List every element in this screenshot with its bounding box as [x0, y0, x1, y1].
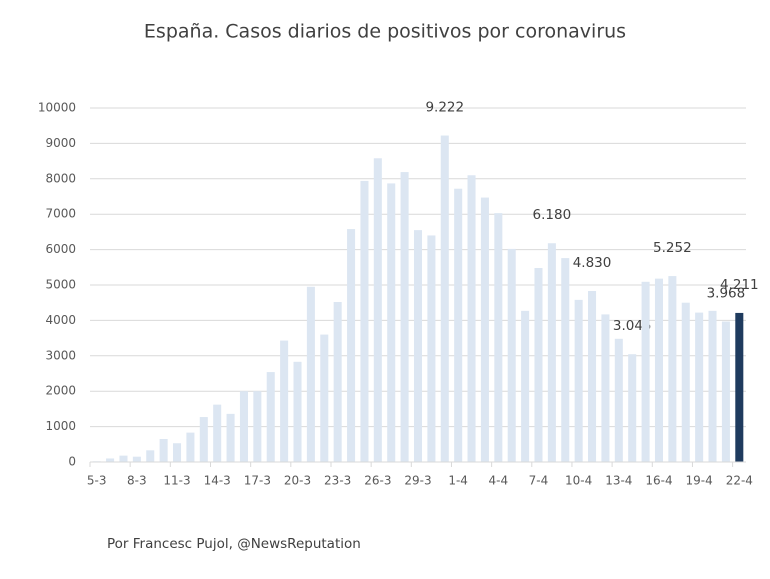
bar [119, 455, 128, 462]
x-tick-label: 5-3 [87, 474, 107, 488]
bar [413, 230, 423, 462]
value-label: 5.252 [653, 240, 692, 256]
y-tick-label: 8000 [45, 171, 76, 185]
source: Por Francesc Pujol, @NewsReputation [107, 536, 361, 552]
bar [480, 197, 489, 462]
chart-title: España. Casos diarios de positivos por c… [144, 21, 626, 43]
bar [561, 258, 570, 462]
bar [253, 391, 262, 462]
y-tick-label: 0 [68, 455, 76, 469]
bar [708, 310, 717, 462]
bar [347, 229, 356, 462]
bar [239, 391, 248, 462]
y-tick-label: 6000 [45, 242, 76, 256]
x-tick-label: 26-3 [364, 474, 391, 488]
y-tick-label: 9000 [45, 136, 76, 150]
bar [641, 281, 650, 462]
bar [146, 450, 155, 462]
bar [306, 286, 315, 462]
bar [614, 338, 623, 462]
x-tick-label: 17-3 [244, 474, 271, 488]
y-tick-label: 3000 [45, 348, 76, 362]
bar [735, 312, 744, 462]
bar [668, 276, 677, 462]
x-tick-label: 23-3 [324, 474, 351, 488]
bar [695, 312, 704, 462]
bar [440, 135, 449, 462]
bar [654, 278, 663, 462]
y-tick-label: 1000 [45, 419, 76, 433]
x-tick-label: 4-4 [489, 474, 509, 488]
x-tick-label: 19-4 [686, 474, 713, 488]
value-label: 4.830 [573, 255, 612, 271]
bar [534, 268, 543, 462]
x-tick-label: 7-4 [529, 474, 549, 488]
x-tick-label: 20-3 [284, 474, 311, 488]
value-label: 6.180 [533, 207, 572, 223]
bar [132, 456, 141, 462]
value-label: 4.211 [720, 277, 759, 293]
bar [173, 443, 182, 462]
value-label: 3.968 [707, 286, 746, 302]
bar [226, 413, 235, 462]
bar [628, 354, 637, 462]
bar [387, 183, 396, 463]
value-label: 9.222 [425, 100, 464, 116]
bar [213, 404, 222, 462]
bar [454, 188, 463, 462]
bar [400, 172, 409, 462]
bar [186, 432, 195, 462]
bar [601, 314, 610, 462]
y-tick-label: 10000 [38, 101, 76, 115]
bar [507, 248, 516, 462]
bar [106, 458, 115, 462]
x-tick-label: 14-3 [204, 474, 231, 488]
x-tick-label: 22-4 [726, 474, 753, 488]
x-tick-label: 11-3 [163, 474, 190, 488]
y-tick-label: 2000 [45, 384, 76, 398]
bar [588, 291, 597, 462]
x-tick-label: 10-4 [565, 474, 592, 488]
x-tick-label: 16-4 [645, 474, 672, 488]
bar [547, 243, 556, 462]
bar [681, 302, 690, 462]
y-tick-label: 4000 [45, 313, 76, 327]
x-tick-label: 1-4 [448, 474, 468, 488]
bar [521, 310, 530, 462]
bar [159, 438, 168, 462]
x-tick-label: 29-3 [404, 474, 431, 488]
bar [574, 299, 583, 462]
bar [494, 213, 503, 462]
bar [467, 175, 476, 462]
bar [320, 334, 329, 462]
bar [266, 372, 275, 462]
bar [360, 180, 369, 462]
x-tick-label: 13-4 [605, 474, 632, 488]
bar [199, 417, 208, 462]
y-tick-label: 5000 [45, 278, 76, 292]
x-tick-label: 8-3 [127, 474, 147, 488]
bar [373, 158, 382, 462]
bar [721, 321, 730, 462]
y-tick-label: 7000 [45, 207, 76, 221]
bar [333, 301, 342, 462]
bar [427, 235, 436, 462]
bar [280, 340, 289, 462]
bar [293, 361, 302, 462]
